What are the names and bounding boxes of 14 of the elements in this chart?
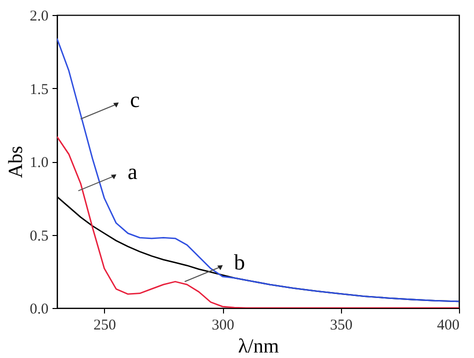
x-tick-label: 250 (94, 318, 116, 334)
y-tick-label: 1.5 (30, 82, 48, 98)
x-tick-label: 350 (330, 318, 353, 334)
annotation: a (128, 158, 138, 184)
x-tick-label: 300 (212, 318, 234, 334)
y-axis-title: Abs (4, 146, 27, 178)
annotation: c (130, 86, 140, 112)
y-tick-label: 0.5 (30, 228, 48, 244)
y-tick-label: 1.0 (30, 155, 48, 171)
x-axis-title: λ/nm (238, 336, 280, 358)
y-tick-label: 0.0 (30, 302, 48, 318)
annotation: b (234, 250, 245, 275)
x-tick-label: 400 (437, 318, 460, 334)
y-tick-label: 2.0 (30, 8, 48, 24)
